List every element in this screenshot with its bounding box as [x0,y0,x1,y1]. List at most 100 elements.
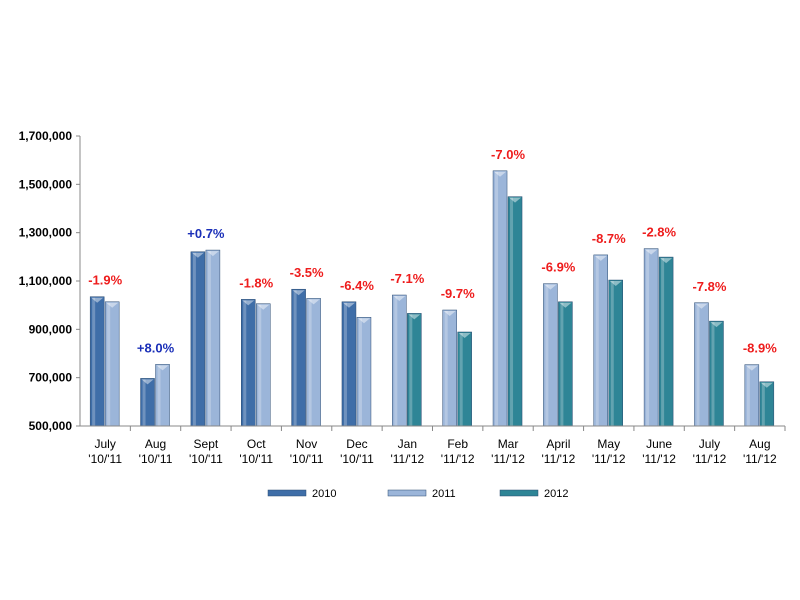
x-tick-label-month: Mar [498,437,519,451]
x-tick-label-month: Aug [145,437,166,451]
bar-cap [609,281,622,287]
bar-highlight [343,302,347,426]
x-tick-label-month: July [699,437,720,451]
bar-highlight [510,197,514,426]
percent-change-label: +0.7% [187,226,225,241]
x-tick-label-month: July [95,437,116,451]
x-tick-label-years: '11/'12 [592,452,626,466]
bar-highlight [495,171,499,426]
bar-highlight [761,382,765,426]
bar-cap [443,311,456,316]
bar-cap [645,249,658,255]
x-tick-label-month: Aug [749,437,770,451]
x-tick-label-years: '10/'11 [290,452,324,466]
x-tick-label-month: Sept [194,437,219,451]
bar-cap [745,365,758,371]
legend-swatch-2011 [387,489,427,497]
x-tick-label-years: '11/'12 [491,452,525,466]
x-tick-label-years: '11/'12 [390,452,424,466]
x-tick-label-month: June [646,437,672,451]
bar-cap [156,365,169,371]
y-tick-label: 1,700,000 [19,129,73,143]
percent-change-label: -6.4% [340,278,374,293]
bar-highlight [107,302,111,426]
bar-cap [559,302,572,308]
percent-change-label: -7.8% [692,279,726,294]
bar-cap [494,171,507,177]
y-tick-label: 700,000 [29,371,73,385]
bar-cap [257,304,270,310]
bar-highlight [610,281,614,426]
bar-highlight [661,258,665,426]
bar-highlight [358,318,362,426]
percent-change-label: -7.0% [491,147,525,162]
bar-cap [141,379,154,385]
percent-change-label: -7.1% [390,271,424,286]
x-tick-label-years: '11/'12 [542,452,576,466]
bar-cap [544,284,557,290]
bar-cap [292,290,305,296]
bar-highlight [394,296,398,426]
bar-highlight [696,303,700,426]
legend-label: 2012 [544,488,568,500]
y-tick-label: 1,100,000 [19,274,73,288]
bar-highlight [711,322,715,426]
bar-highlight [746,365,750,426]
bar-highlight [192,252,196,426]
x-tick-label-years: '10/'11 [189,452,223,466]
x-tick-label-month: Dec [346,437,367,451]
x-tick-label-years: '10/'11 [88,452,122,466]
x-tick-label-years: '10/'11 [239,452,273,466]
bar-cap [357,318,370,324]
bar-cap [458,332,471,338]
bar-highlight [308,299,312,426]
bar-cap [307,299,320,305]
y-tick-label: 500,000 [29,419,73,433]
bar-highlight [595,255,599,426]
x-tick-label-month: Jan [398,437,417,451]
bar-cap [509,197,522,203]
bar-cap [393,296,406,302]
percent-change-label: -3.5% [290,265,324,280]
bar-cap [206,251,219,257]
x-tick-label-month: April [546,437,570,451]
x-tick-label-years: '11/'12 [441,452,475,466]
legend-swatch-2012 [499,489,539,497]
legend: 2010 2011 2012 [267,488,568,500]
legend-swatch-2010 [267,489,307,497]
percent-change-label: -9.7% [441,286,475,301]
x-tick-label-month: Oct [247,437,266,451]
legend-label: 2011 [432,488,456,500]
y-axis: 500,000 700,000 900,000 1,100,000 1,300,000 1… [19,129,81,433]
percent-change-label: -2.8% [642,225,676,240]
bar-highlight [92,297,96,426]
bar-highlight [545,284,549,426]
x-tick-label-month: Feb [447,437,468,451]
bar-cap [710,322,723,328]
bar-highlight [207,251,211,426]
x-tick-label-years: '11/'12 [693,452,727,466]
percent-change-label: -1.9% [88,273,122,288]
bar-cap [594,255,607,261]
bar-highlight [243,300,247,426]
x-tick-label-years: '10/'11 [340,452,374,466]
bar-highlight [560,302,564,426]
y-tick-label: 1,300,000 [19,226,73,240]
bar-highlight [444,311,448,426]
y-tick-label: 1,500,000 [19,177,73,191]
percent-change-label: -8.9% [743,341,777,356]
bars: -1.9% +8.0% +0.7% -1.8% -3.5% -6.4% -7.1% -9.7%… [88,147,777,427]
x-tick-label-years: '11/'12 [743,452,777,466]
bar-highlight [157,365,161,426]
bar-highlight [409,314,413,426]
x-tick-label-month: Nov [296,437,317,451]
bar-cap [106,302,119,308]
percent-change-label: -6.9% [541,260,575,275]
x-tick-label-month: May [597,437,620,451]
x-tick-label-years: '11/'12 [642,452,676,466]
bar-highlight [646,249,650,426]
bar-cap [191,252,204,258]
bar-cap [695,303,708,309]
legend-label: 2010 [312,488,336,500]
